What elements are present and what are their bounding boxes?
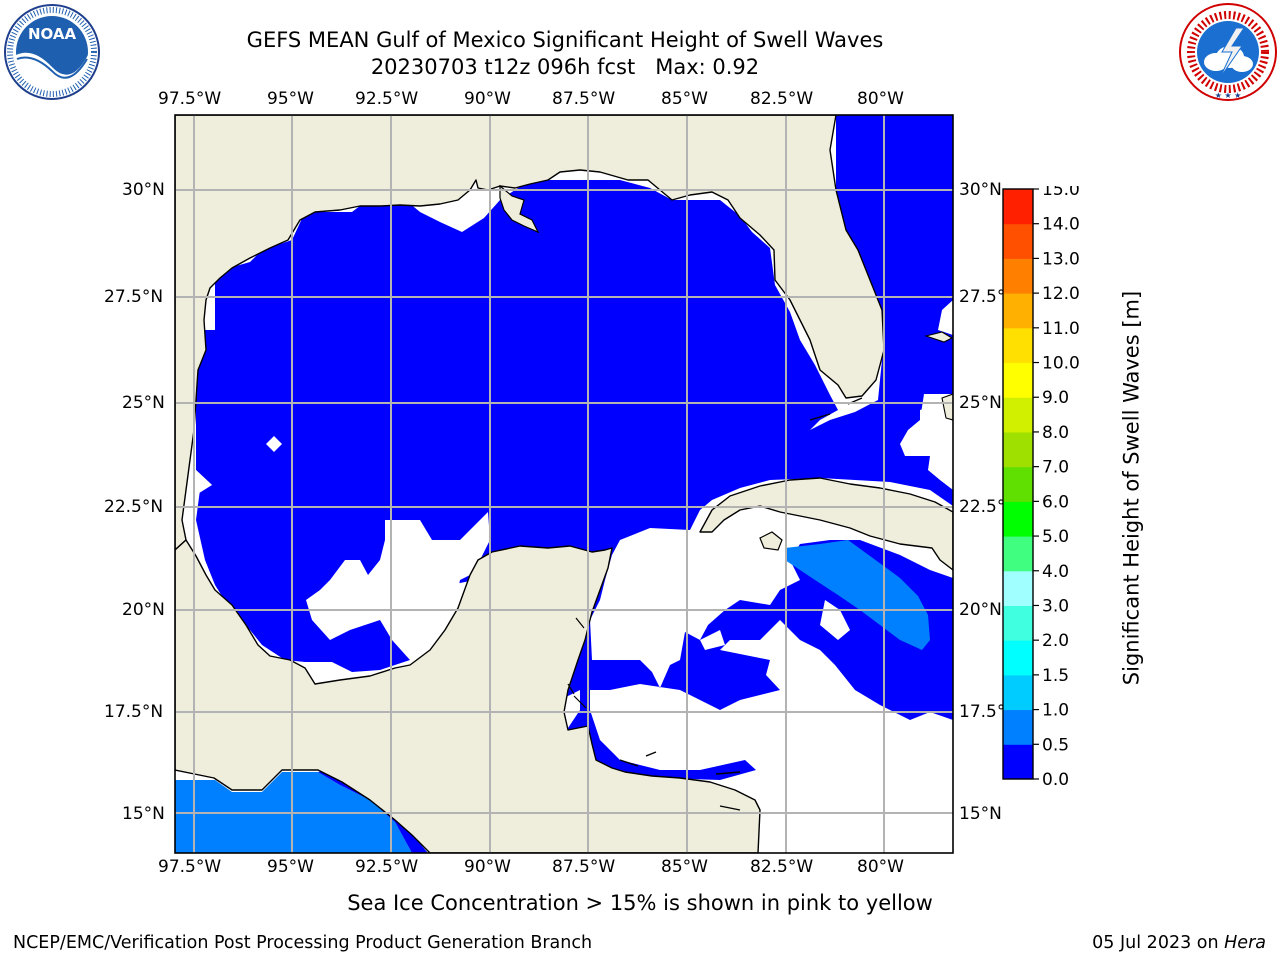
colorbar-segment <box>1003 709 1033 745</box>
lat-label-left: 22.5°N <box>104 497 164 517</box>
colorbar-tick-label: 6.0 <box>1042 492 1069 512</box>
chart-subtitle: 20230703 t12z 096h fcst Max: 0.92 <box>370 55 760 79</box>
map-graticule <box>175 115 953 853</box>
colorbar: 0.0 0.5 1.0 1.5 2.0 3.0 4.0 5.0 6.0 7.0 8.0 9.0 10.0… <box>1002 186 1080 786</box>
colorbar-tick-label: 0.5 <box>1042 735 1069 755</box>
land-usa <box>175 115 885 551</box>
lon-label-top: 85°W <box>661 89 708 109</box>
lon-label-bottom: 80°W <box>857 857 904 877</box>
lat-label-right: 25°N <box>959 393 1002 413</box>
colorbar-tick-label: 1.0 <box>1042 701 1069 721</box>
lat-label-left: 15°N <box>122 804 165 824</box>
colorbar-label: Significant Height of Swell Waves [m] <box>1119 290 1144 686</box>
colorbar-label-wrap: Significant Height of Swell Waves [m] <box>1102 208 1162 768</box>
lon-label-top: 95°W <box>267 89 314 109</box>
colorbar-segment <box>1003 536 1033 572</box>
colorbar-segment <box>1003 570 1033 606</box>
lon-label-bottom: 90°W <box>464 857 511 877</box>
colorbar-tick-label: 1.5 <box>1042 666 1069 686</box>
colorbar-segment <box>1003 362 1033 398</box>
lon-label-bottom: 92.5°W <box>355 857 419 877</box>
lon-label-bottom: 82.5°W <box>750 857 814 877</box>
lon-label-bottom: 87.5°W <box>552 857 616 877</box>
colorbar-tick-label: 2.0 <box>1042 631 1069 651</box>
lat-label-left: 30°N <box>122 180 165 200</box>
map-frame <box>174 114 954 854</box>
colorbar-segment <box>1003 397 1033 433</box>
colorbar-tick-label: 7.0 <box>1042 458 1069 478</box>
land-mexico <box>175 539 761 853</box>
colorbar-segment <box>1003 189 1033 225</box>
colorbar-tick-label: 14.0 <box>1042 215 1080 235</box>
lat-label-left: 25°N <box>122 393 165 413</box>
colorbar-segment <box>1003 327 1033 364</box>
colorbar-segment <box>1003 744 1033 780</box>
lon-label-bottom: 97.5°W <box>158 857 222 877</box>
colorbar-segment <box>1003 223 1033 259</box>
colorbar-segment <box>1003 293 1033 329</box>
colorbar-tick-label: 0.0 <box>1042 770 1069 786</box>
colorbar-segment <box>1003 605 1033 641</box>
lat-label-right: 20°N <box>959 600 1002 620</box>
lat-label-left: 27.5°N <box>104 287 164 307</box>
footer-date-text: 05 Jul 2023 on <box>1092 933 1225 953</box>
lon-label-bottom: 95°W <box>267 857 314 877</box>
colorbar-tick-label: 8.0 <box>1042 423 1069 443</box>
colorbar-tick-label: 13.0 <box>1042 249 1080 269</box>
colorbar-segment <box>1003 640 1033 676</box>
footer-org: NCEP/EMC/Verification Post Processing Pr… <box>13 933 593 953</box>
lat-label-left: 20°N <box>122 600 165 620</box>
colorbar-tick-label: 4.0 <box>1042 562 1069 582</box>
lat-label-right: 15°N <box>959 804 1002 824</box>
colorbar-segment <box>1003 431 1033 468</box>
lon-label-top: 82.5°W <box>750 89 814 109</box>
swell-field-mid-east <box>785 540 930 650</box>
colorbar-segment <box>1003 674 1033 711</box>
footer-machine: Hera <box>1224 933 1266 953</box>
lon-label-top: 80°W <box>857 89 904 109</box>
noaa-logo-text: NOAA <box>28 25 77 43</box>
colorbar-tick-label: 10.0 <box>1042 354 1080 374</box>
footer-date: 05 Jul 2023 on Hera <box>1092 933 1266 953</box>
colorbar-tick-label: 5.0 <box>1042 527 1069 547</box>
colorbar-segment <box>1003 466 1033 502</box>
colorbar-tick-label: 11.0 <box>1042 319 1080 339</box>
noaa-logo: NOAA <box>4 4 100 100</box>
lon-label-top: 92.5°W <box>355 89 419 109</box>
lat-label-left: 17.5°N <box>104 702 164 722</box>
lon-label-top: 90°W <box>464 89 511 109</box>
colorbar-tick-label: 12.0 <box>1042 284 1080 304</box>
colorbar-segment <box>1003 258 1033 294</box>
nws-logo: ★ ★ ★ <box>1179 3 1277 101</box>
lon-label-top: 87.5°W <box>552 89 616 109</box>
colorbar-tick-label: 15.0 <box>1042 186 1080 200</box>
lon-label-bottom: 85°W <box>661 857 708 877</box>
colorbar-tick-label: 9.0 <box>1042 388 1069 408</box>
chart-title: GEFS MEAN Gulf of Mexico Significant Hei… <box>246 28 884 52</box>
gulf-map <box>174 114 954 854</box>
sea-ice-note: Sea Ice Concentration > 15% is shown in … <box>347 891 933 915</box>
lon-label-top: 97.5°W <box>158 89 222 109</box>
colorbar-segment <box>1003 501 1033 537</box>
lat-label-right: 30°N <box>959 180 1002 200</box>
colorbar-tick-label: 3.0 <box>1042 596 1069 616</box>
svg-text:★ ★ ★: ★ ★ ★ <box>1215 91 1242 100</box>
